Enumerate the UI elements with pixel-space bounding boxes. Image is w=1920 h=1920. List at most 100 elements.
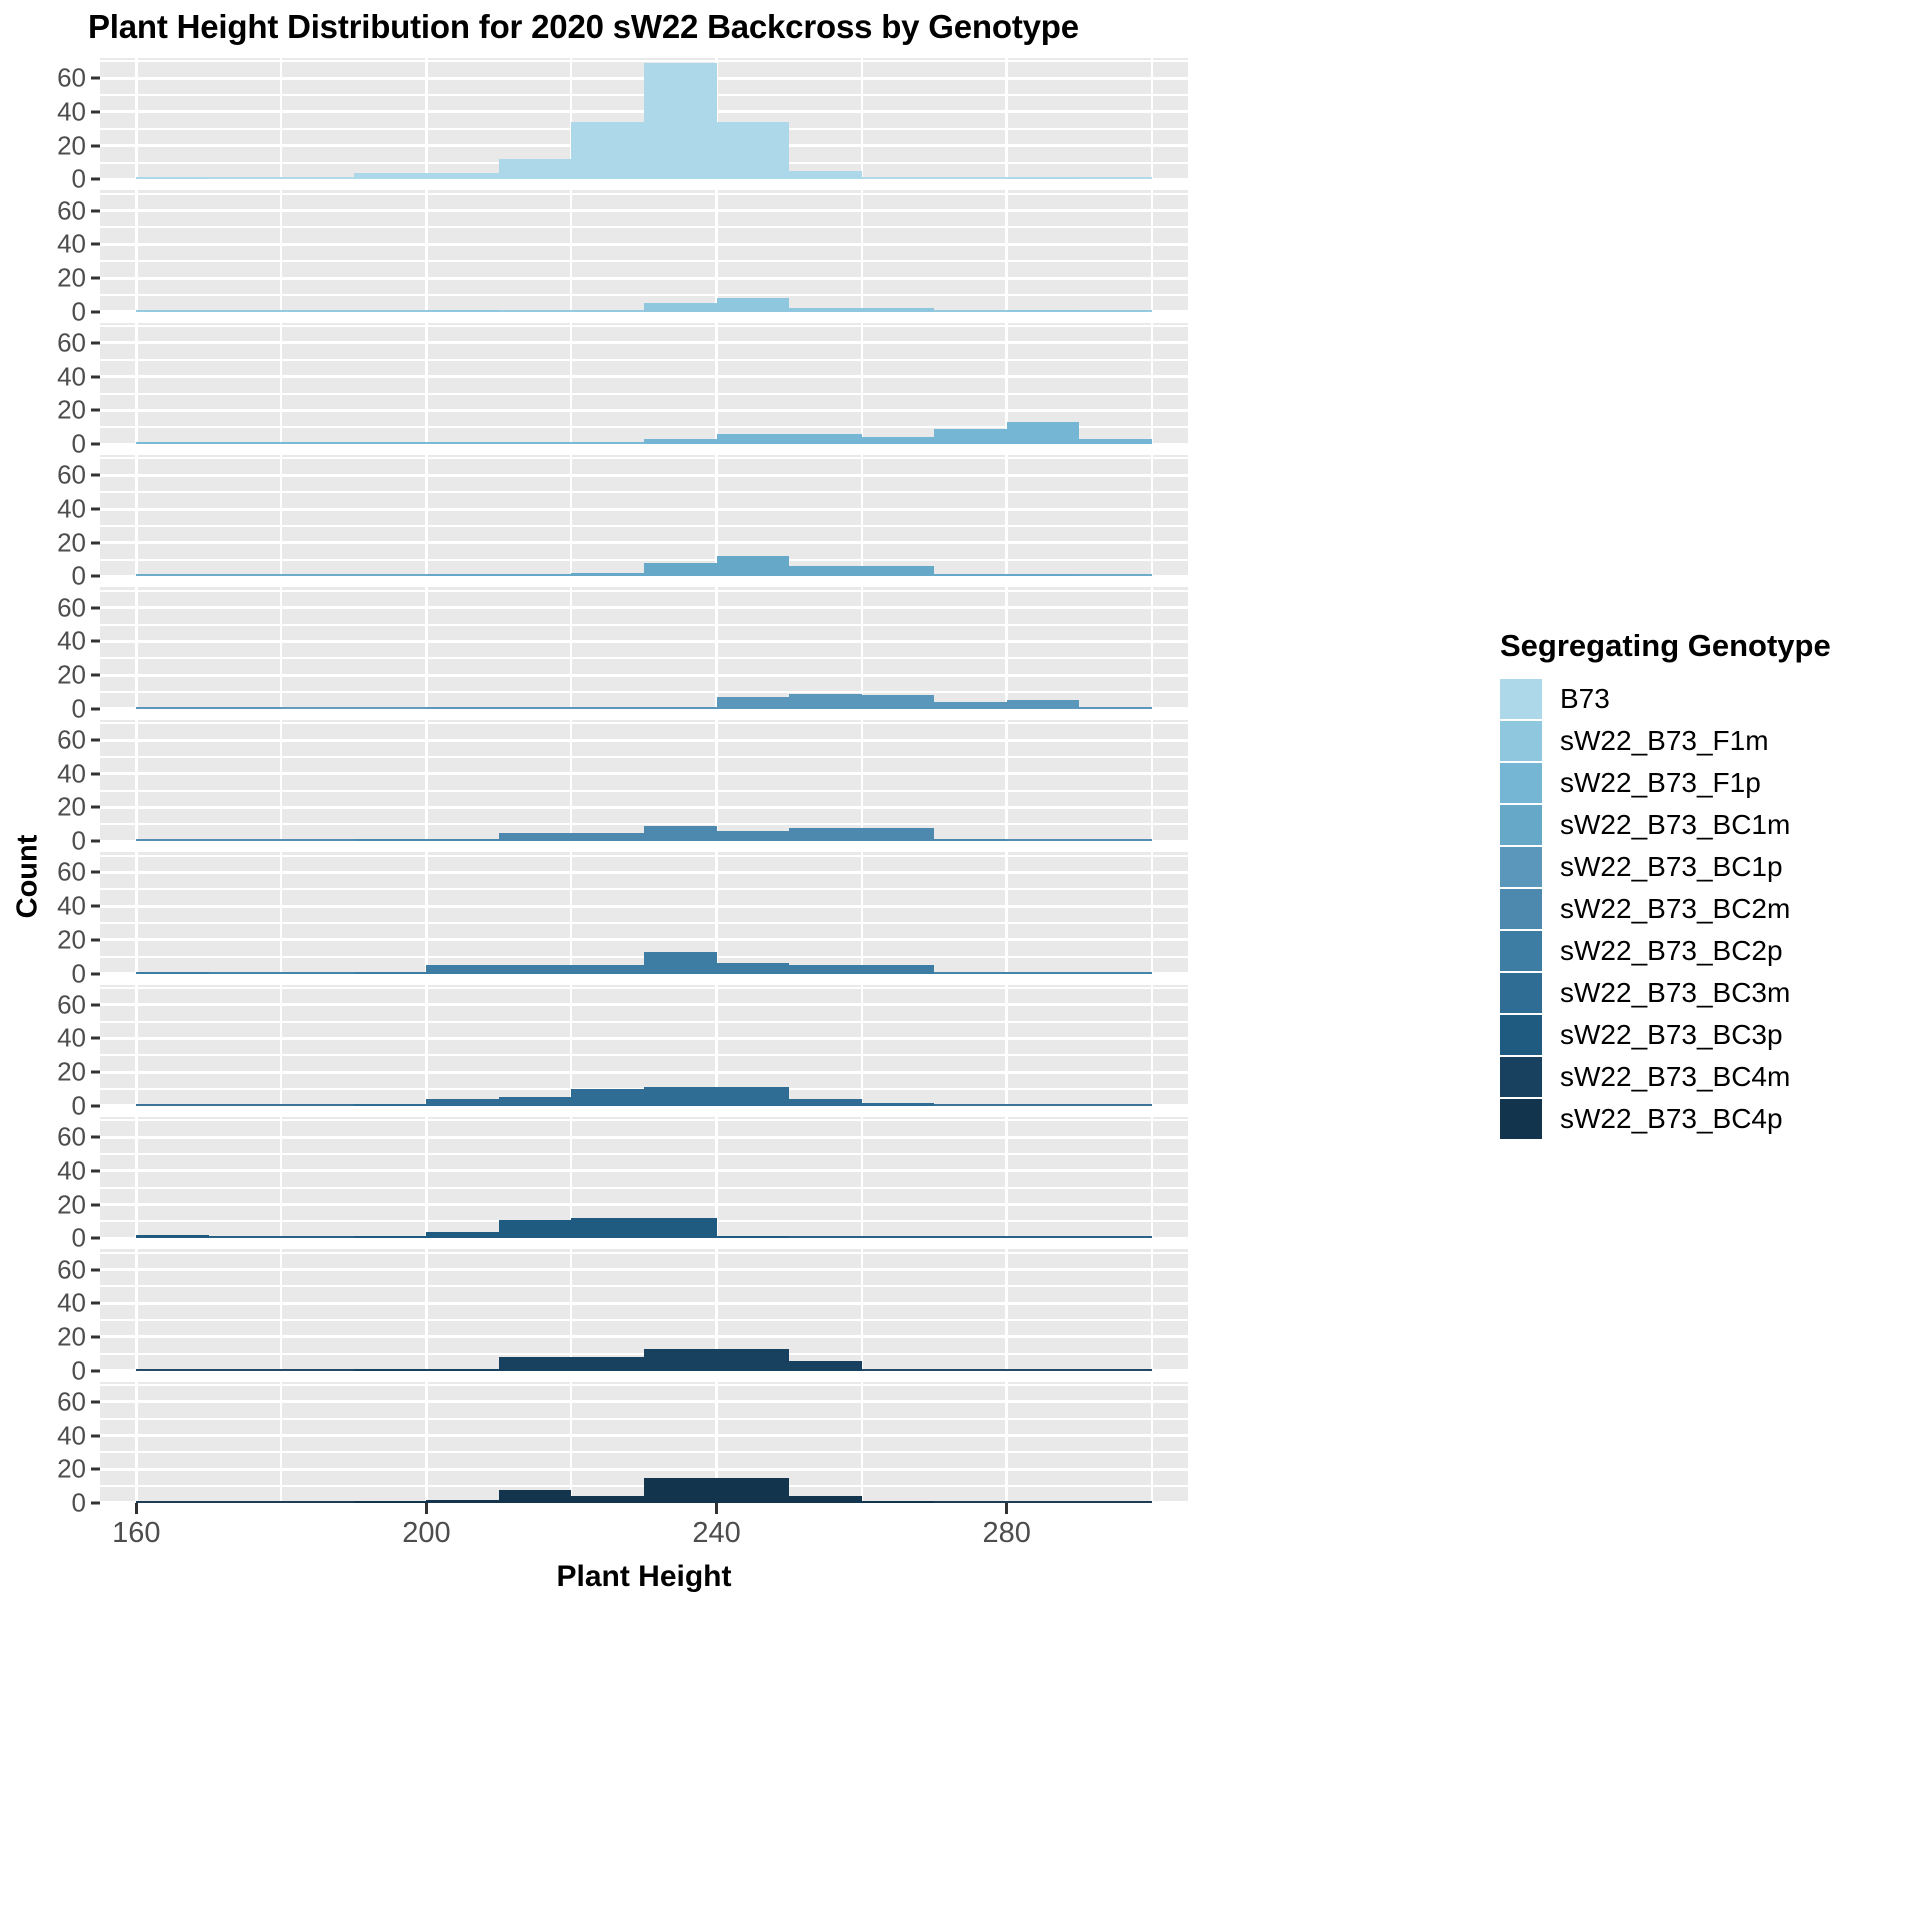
y-tick-label: 20 (57, 130, 86, 161)
y-tick-mark (91, 177, 100, 181)
histogram-bar (1006, 177, 1080, 180)
gridline-horizontal-major (100, 209, 1188, 213)
gridline-vertical-minor (860, 190, 863, 312)
y-tick-label: 40 (57, 1420, 86, 1451)
gridline-vertical-minor (860, 1249, 863, 1371)
legend-item[interactable]: sW22_B73_BC2m (1500, 888, 1920, 930)
gridline-vertical-minor (1150, 1116, 1153, 1239)
histogram-bar (208, 574, 282, 577)
histogram-bar (716, 697, 790, 709)
histogram-bar (644, 562, 717, 577)
legend-item[interactable]: sW22_B73_BC3m (1500, 972, 1920, 1014)
gridline-vertical-minor (280, 190, 283, 312)
histogram-bar (571, 309, 644, 312)
y-tick-label: 60 (57, 989, 86, 1020)
y-tick-mark (91, 938, 100, 942)
histogram-bar (571, 442, 644, 445)
gridline-vertical-minor (860, 455, 863, 577)
y-tick-mark (91, 242, 100, 246)
legend-item[interactable]: sW22_B73_BC4m (1500, 1056, 1920, 1098)
gridline-horizontal-major (100, 673, 1188, 677)
facet-plot-area (100, 1381, 1188, 1503)
y-tick-mark (91, 574, 100, 578)
facet-panel (100, 587, 1188, 709)
x-tick-label: 160 (112, 1517, 161, 1549)
gridline-horizontal-major (100, 870, 1188, 874)
histogram-bar (281, 839, 354, 842)
gridline-vertical-minor (860, 1381, 863, 1503)
histogram-bar (1006, 309, 1080, 312)
gridline-vertical-minor (570, 455, 573, 577)
y-tick-mark (91, 1400, 100, 1404)
gridline-vertical-major (424, 719, 428, 842)
gridline-horizontal-minor (100, 1451, 1188, 1454)
histogram-bar (1079, 706, 1152, 709)
histogram-bar (136, 1500, 209, 1503)
histogram-bar (934, 1103, 1007, 1106)
gridline-horizontal-minor (100, 1251, 1188, 1254)
legend-item[interactable]: sW22_B73_BC2p (1500, 930, 1920, 972)
y-tick-label: 60 (57, 1386, 86, 1417)
gridline-vertical-major (1005, 58, 1009, 180)
histogram-bar (861, 177, 935, 180)
gridline-horizontal-minor (100, 888, 1188, 891)
legend-item[interactable]: sW22_B73_BC1p (1500, 846, 1920, 888)
gridline-vertical-major (715, 852, 719, 974)
histogram-bar (426, 1099, 499, 1106)
histogram-bar (1079, 1236, 1152, 1239)
legend-item[interactable]: sW22_B73_BC3p (1500, 1014, 1920, 1056)
histogram-bar (861, 695, 935, 709)
y-tick-mark (91, 673, 100, 677)
legend-item[interactable]: sW22_B73_BC4p (1500, 1098, 1920, 1140)
y-tick-label: 60 (57, 1254, 86, 1284)
y-tick-label: 40 (57, 361, 86, 392)
legend-item-label: sW22_B73_BC4m (1560, 1061, 1791, 1092)
gridline-vertical-minor (570, 58, 573, 180)
legend-title: Segregating Genotype (1500, 628, 1831, 663)
histogram-bar (716, 1236, 790, 1239)
y-tick-mark (91, 1467, 100, 1471)
legend-item[interactable]: sW22_B73_F1m (1500, 720, 1920, 762)
y-tick-label: 60 (57, 724, 86, 755)
histogram-bar (281, 971, 354, 974)
gridline-horizontal-minor (100, 457, 1188, 460)
gridline-horizontal-minor (100, 1020, 1188, 1023)
histogram-bar (1079, 839, 1152, 842)
gridline-horizontal-major (100, 1036, 1188, 1040)
y-axis: 0 20 40 60 0 20 40 60 0 20 40 60 0 20 40 60 0 20 40 60 0 20 40… (0, 58, 100, 1518)
histogram-bar (1006, 971, 1080, 974)
gridline-horizontal-minor (100, 260, 1188, 263)
gridline-vertical-minor (280, 1116, 283, 1239)
legend-item[interactable]: sW22_B73_F1p (1500, 762, 1920, 804)
y-tick-mark (91, 839, 100, 843)
gridline-horizontal-minor (100, 1054, 1188, 1057)
histogram-bar (136, 706, 209, 709)
legend-item-label: sW22_B73_BC3m (1560, 977, 1791, 1008)
histogram-bar (789, 965, 862, 974)
gridline-vertical-major (715, 1249, 719, 1371)
legend: Segregating Genotype B73 sW22_B73_F1m sW22… (1500, 628, 1920, 1140)
y-tick-mark (91, 144, 100, 148)
gridline-vertical-major (424, 1249, 428, 1371)
histogram-bar (716, 298, 790, 312)
legend-item[interactable]: sW22_B73_BC1m (1500, 804, 1920, 846)
gridline-vertical-minor (1150, 322, 1153, 445)
histogram-bar (208, 706, 282, 709)
gridline-horizontal-minor (100, 226, 1188, 229)
facet-plot-area (100, 852, 1188, 974)
gridline-vertical-minor (860, 984, 863, 1106)
gridline-vertical-minor (860, 58, 863, 180)
legend-swatch-icon (1500, 679, 1542, 719)
gridline-horizontal-minor (100, 1285, 1188, 1288)
legend-item[interactable]: B73 (1500, 678, 1920, 720)
histogram-bar (426, 706, 499, 709)
gridline-horizontal-major (100, 1003, 1188, 1007)
legend-items: B73 sW22_B73_F1m sW22_B73_F1p sW22_B73_BC1m… (1500, 678, 1920, 1140)
facet-plot-area (100, 58, 1188, 180)
gridline-horizontal-major (100, 242, 1188, 246)
histogram-bar (571, 965, 644, 974)
gridline-vertical-major (424, 455, 428, 577)
histogram-bar (1006, 700, 1080, 709)
histogram-bar (1006, 574, 1080, 577)
histogram-bar (716, 1348, 790, 1371)
